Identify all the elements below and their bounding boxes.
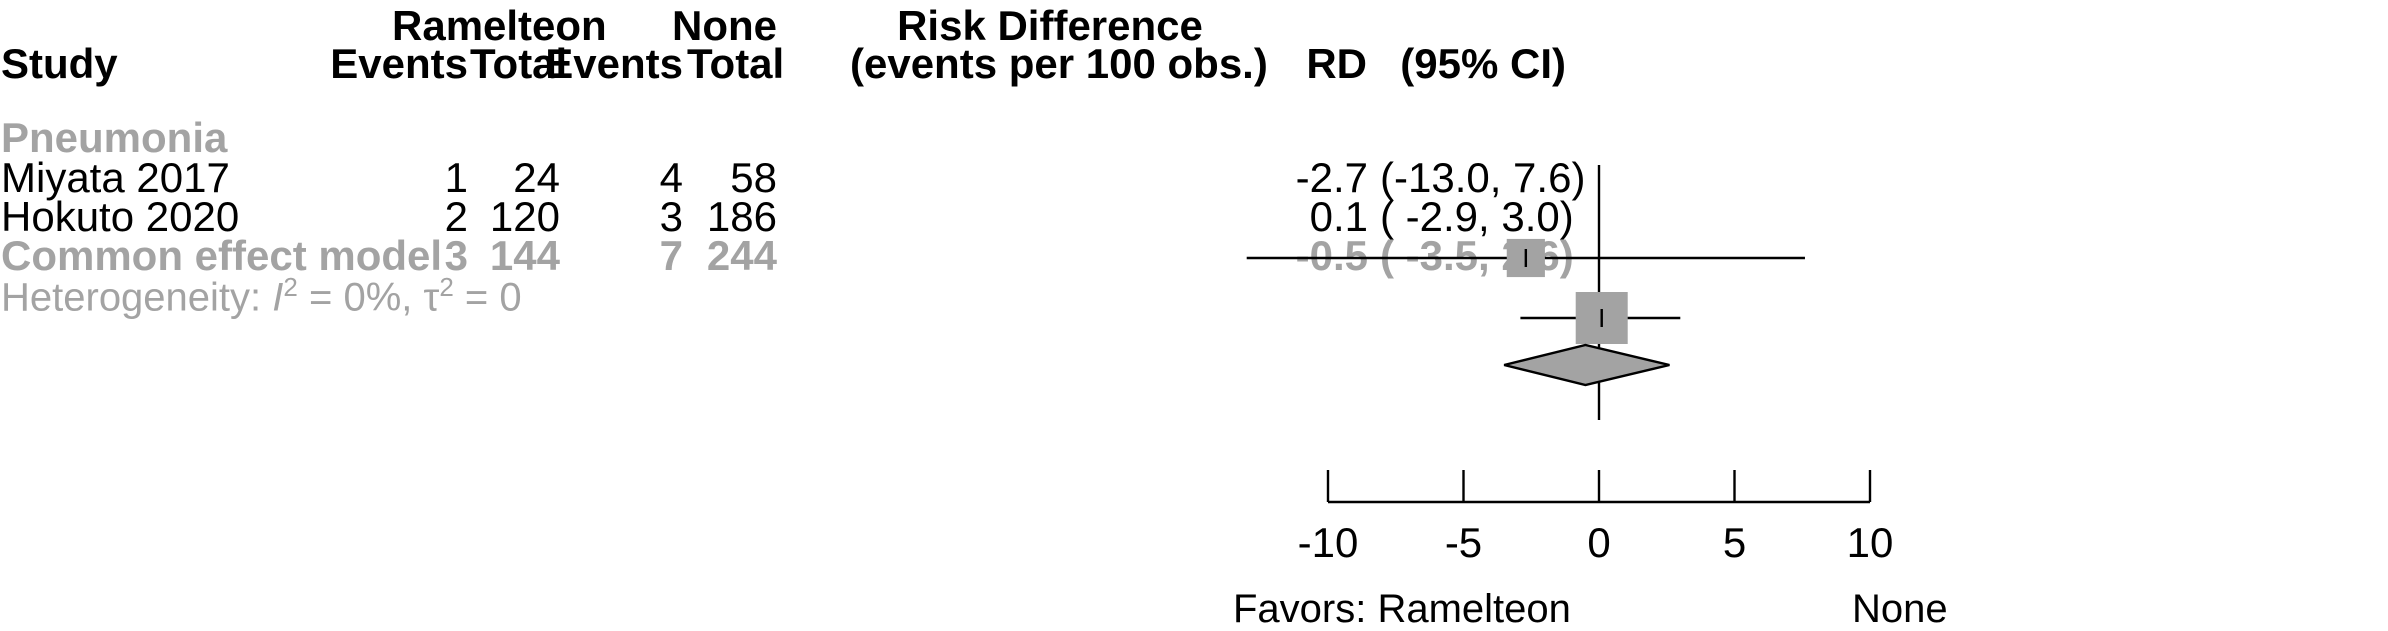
group1-events-cell: 1 (444, 154, 468, 201)
pooled-group1-total: 144 (489, 232, 560, 279)
heterogeneity-text: Heterogeneity: I2 = 0%, τ2 = 0 (1, 274, 522, 317)
group1-total-header: Total (470, 40, 568, 87)
pooled-diamond (1503, 343, 1670, 387)
group1-events-header: Events (330, 40, 468, 87)
ci-cell: (-13.0, 7.6) (1380, 154, 1586, 201)
group1-events-cell: 2 (444, 193, 468, 240)
pooled-group2-events: 7 (659, 232, 683, 279)
tau2-symbol: τ (423, 275, 440, 320)
plot-title-line2: (events per 100 obs.) (850, 40, 1268, 87)
pooled-group2-total: 244 (706, 232, 777, 279)
group1-total-cell: 120 (489, 193, 560, 240)
i2-value: = 0%, (297, 275, 424, 320)
group2-name-header: None (672, 2, 777, 49)
subgroup-label: Pneumonia (1, 114, 228, 161)
rd-header: RD (1306, 40, 1367, 87)
plot-title-line1: Risk Difference (897, 2, 1203, 49)
ci-cell: ( -2.9, 3.0) (1380, 193, 1574, 240)
group2-events-cell: 4 (659, 154, 683, 201)
pooled-rd: -0.5 (1295, 232, 1368, 279)
group2-total-cell: 58 (730, 154, 777, 201)
i2-symbol: I (272, 275, 284, 320)
x-axis-tick-label: 0 (1587, 519, 1610, 566)
study-name: Miyata 2017 (1, 154, 230, 201)
group2-total-cell: 186 (706, 193, 777, 240)
x-axis-tick-label: -5 (1445, 519, 1482, 566)
group2-events-cell: 3 (659, 193, 683, 240)
ci-header: (95% CI) (1400, 40, 1566, 87)
favors-right-label: None (1852, 587, 1948, 631)
favors-left-label: Favors: Ramelteon (1233, 587, 1571, 631)
tau2-value: = 0 (453, 275, 522, 320)
x-axis-tick-label: -10 (1298, 519, 1359, 566)
x-axis-tick-label: 5 (1723, 519, 1746, 566)
group1-total-cell: 24 (513, 154, 560, 201)
x-axis-tick-label: 10 (1847, 519, 1894, 566)
study-header: Study (1, 40, 118, 87)
pooled-group1-events: 3 (444, 232, 468, 279)
group2-events-header: Events (545, 40, 683, 87)
study-name: Hokuto 2020 (1, 193, 240, 240)
group2-total-header: Total (687, 40, 785, 87)
rd-cell: -2.7 (1295, 154, 1368, 201)
i2-superscript: 2 (283, 272, 298, 302)
heterogeneity-prefix: Heterogeneity: (1, 275, 273, 320)
tau2-superscript: 2 (439, 272, 454, 302)
rd-cell: 0.1 (1309, 193, 1368, 240)
pooled-label: Common effect model (1, 232, 443, 279)
